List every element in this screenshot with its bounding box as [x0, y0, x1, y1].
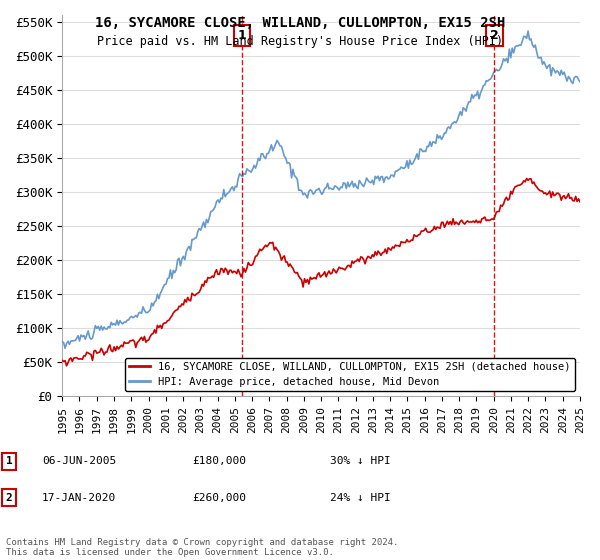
Text: 17-JAN-2020: 17-JAN-2020 — [42, 493, 116, 503]
Text: 1: 1 — [5, 456, 13, 466]
Text: Price paid vs. HM Land Registry's House Price Index (HPI): Price paid vs. HM Land Registry's House … — [97, 35, 503, 48]
Text: £180,000: £180,000 — [192, 456, 246, 466]
Text: 30% ↓ HPI: 30% ↓ HPI — [330, 456, 391, 466]
Legend: 16, SYCAMORE CLOSE, WILLAND, CULLOMPTON, EX15 2SH (detached house), HPI: Average: 16, SYCAMORE CLOSE, WILLAND, CULLOMPTON,… — [125, 357, 575, 391]
Text: 1: 1 — [238, 29, 247, 42]
Text: 06-JUN-2005: 06-JUN-2005 — [42, 456, 116, 466]
Text: 2: 2 — [5, 493, 13, 503]
Text: 16, SYCAMORE CLOSE, WILLAND, CULLOMPTON, EX15 2SH: 16, SYCAMORE CLOSE, WILLAND, CULLOMPTON,… — [95, 16, 505, 30]
Text: Contains HM Land Registry data © Crown copyright and database right 2024.
This d: Contains HM Land Registry data © Crown c… — [6, 538, 398, 557]
Text: £260,000: £260,000 — [192, 493, 246, 503]
Text: 2: 2 — [490, 29, 499, 42]
Text: 24% ↓ HPI: 24% ↓ HPI — [330, 493, 391, 503]
